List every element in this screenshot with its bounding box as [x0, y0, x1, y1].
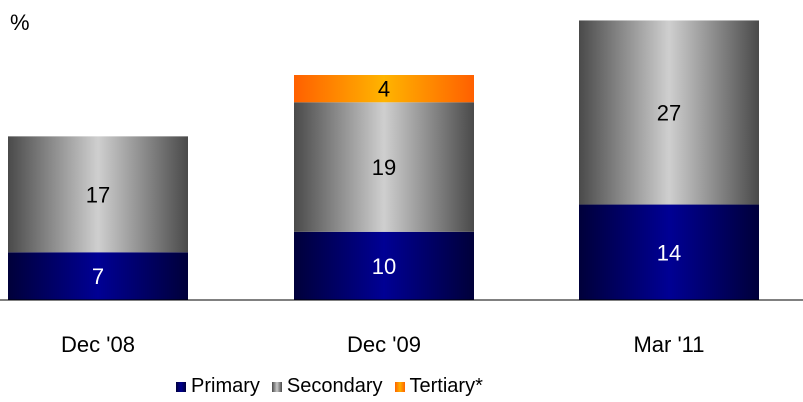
bar-primary-mar-11	[579, 204, 759, 300]
x-tick-label-dec-08: Dec '08	[61, 332, 135, 357]
bar-primary-dec-09	[294, 231, 474, 300]
legend-swatch-secondary	[271, 381, 282, 392]
data-label-primary-dec-08: 7	[92, 264, 104, 289]
legend-item-secondary: Secondary	[271, 375, 383, 398]
bar-primary-dec-08	[8, 252, 188, 300]
legend-label-tertiary: Tertiary*	[409, 375, 483, 397]
data-label-primary-mar-11: 14	[657, 240, 681, 265]
bar-tertiary-dec-09	[294, 75, 474, 103]
unit-label: %	[10, 10, 30, 35]
bar-secondary-dec-08	[8, 136, 188, 253]
data-label-primary-dec-09: 10	[372, 254, 396, 279]
legend: Primary Secondary Tertiary*	[176, 375, 495, 398]
data-label-secondary-dec-08: 17	[86, 182, 110, 207]
data-label-secondary-mar-11: 27	[657, 101, 681, 126]
data-label-secondary-dec-09: 19	[372, 155, 396, 180]
legend-swatch-tertiary	[394, 381, 405, 392]
legend-label-primary: Primary	[191, 375, 260, 397]
bar-secondary-mar-11	[579, 20, 759, 205]
legend-swatch-primary	[176, 381, 186, 392]
bar-secondary-dec-09	[294, 102, 474, 232]
x-tick-label-dec-09: Dec '09	[347, 332, 421, 357]
legend-label-secondary: Secondary	[286, 375, 383, 397]
x-tick-label-mar-11: Mar '11	[633, 332, 704, 357]
data-label-tertiary-dec-09: 4	[378, 77, 390, 102]
legend-item-tertiary: Tertiary*	[394, 375, 483, 398]
legend-item-primary: Primary	[176, 375, 260, 398]
